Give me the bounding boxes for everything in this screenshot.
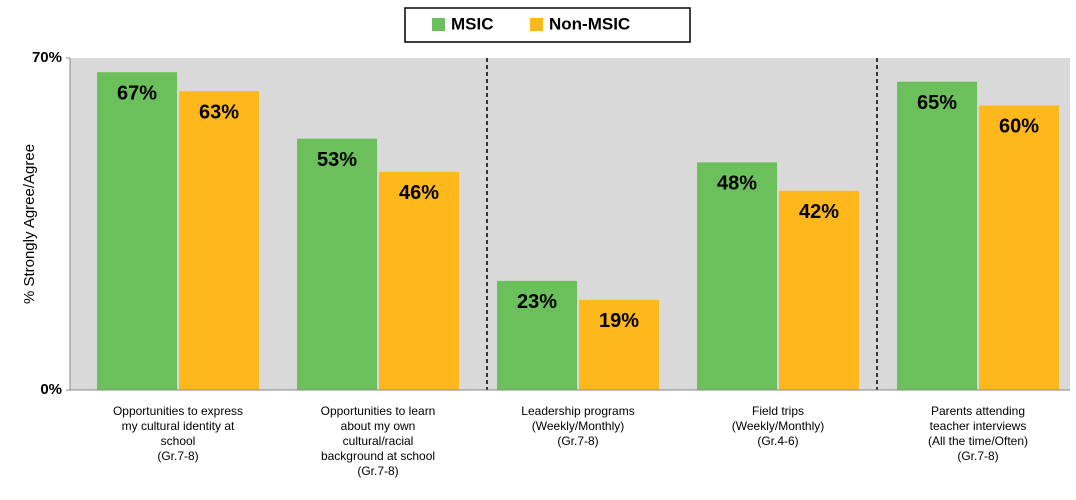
value-label: 63%	[199, 101, 239, 123]
value-label: 42%	[799, 201, 839, 223]
value-label: 46%	[399, 182, 439, 204]
legend-box	[404, 7, 691, 43]
bar	[897, 81, 977, 390]
bar	[579, 299, 659, 390]
value-label: 65%	[917, 92, 957, 114]
x-tick-label-line: (Gr.7-8)	[357, 464, 398, 478]
value-label: 67%	[117, 83, 157, 105]
y-tick-label: 70%	[32, 49, 62, 66]
y-tick-label: 0%	[40, 381, 62, 398]
value-label: 60%	[999, 116, 1039, 138]
x-tick-label-line: cultural/racial	[343, 434, 414, 448]
value-label: 53%	[317, 149, 357, 171]
x-tick-label: Opportunities to express my cultural iden…	[113, 404, 243, 463]
x-tick-label-line: my cultural identity at	[122, 419, 235, 433]
bar	[379, 171, 459, 390]
value-label: 48%	[717, 173, 757, 195]
legend-label: Non-MSIC	[549, 14, 630, 33]
x-tick-label-line: Field trips	[752, 404, 804, 418]
x-tick-label-line: (Weekly/Monthly)	[532, 419, 624, 433]
bar	[497, 280, 577, 390]
bar	[779, 190, 859, 390]
legend-swatch	[432, 18, 445, 31]
x-tick-label: Parents attending teacher interviews (All …	[928, 404, 1028, 463]
bar	[179, 91, 259, 390]
x-tick-label: Field trips (Weekly/Monthly) (Gr.4-6)	[732, 404, 824, 448]
x-tick-label-line: Leadership programs	[521, 404, 634, 418]
x-tick-label-line: (Weekly/Monthly)	[732, 419, 824, 433]
x-tick-label-line: (Gr.7-8)	[557, 434, 598, 448]
bar	[979, 105, 1059, 390]
x-tick-label-line: school	[161, 434, 196, 448]
value-label: 19%	[599, 310, 639, 332]
y-axis-label: % Strongly Agree/Agree	[21, 144, 38, 304]
legend-swatch	[530, 18, 543, 31]
x-tick-label-line: teacher interviews	[930, 419, 1027, 433]
legend-label: MSIC	[451, 14, 494, 33]
x-tick-label-line: Parents attending	[931, 404, 1025, 418]
x-tick-label: Opportunities to learn about my own cultur…	[321, 404, 436, 478]
value-label: 23%	[517, 291, 557, 313]
x-tick-label-line: Opportunities to express	[113, 404, 243, 418]
x-tick-label: Leadership programs (Weekly/Monthly) (Gr.7…	[521, 404, 634, 448]
bar	[97, 72, 177, 390]
bar	[697, 162, 777, 390]
x-tick-label-line: (Gr.7-8)	[157, 449, 198, 463]
x-tick-label-line: (Gr.4-6)	[757, 434, 798, 448]
bar	[297, 138, 377, 390]
x-tick-label-line: Opportunities to learn	[321, 404, 436, 418]
x-tick-label-line: about my own	[341, 419, 416, 433]
x-tick-label-line: background at school	[321, 449, 435, 463]
x-tick-label-line: (All the time/Often)	[928, 434, 1028, 448]
x-tick-label-line: (Gr.7-8)	[957, 449, 998, 463]
